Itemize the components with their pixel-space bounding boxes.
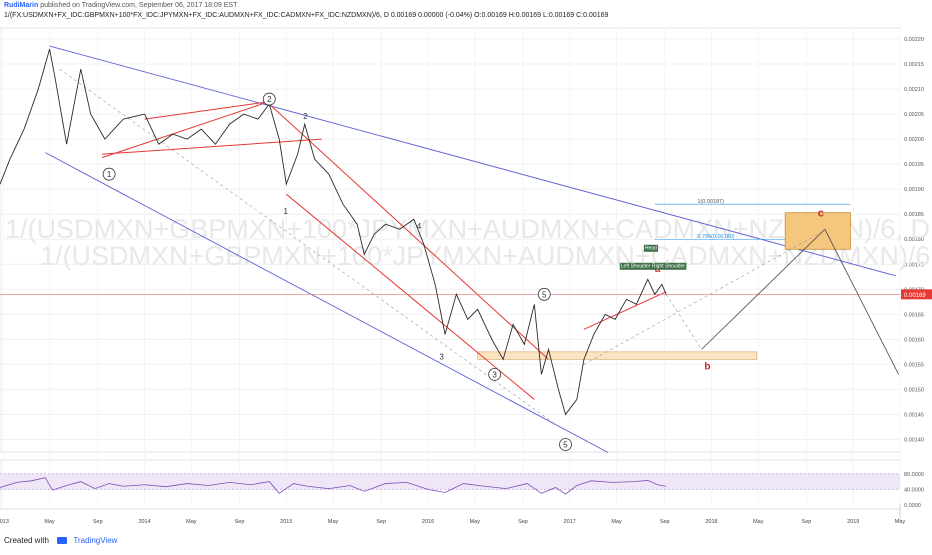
footer: Created with TradingView [4,536,117,545]
time-tick-label: Sep [93,519,103,525]
trend-line-1 [101,101,270,159]
wave-circle-label: 1 [107,170,112,179]
last-price-label: 0.00169 [904,293,926,299]
price-tick-label: 0.00205 [904,112,924,118]
projection-down-after-c [824,229,899,375]
time-tick-label: May [611,519,622,525]
publish-info: published on TradingView.com, September … [40,2,238,9]
wave-circle-marker [488,368,502,381]
wave-label: 1 [283,207,288,216]
price-tick-label: 0.00165 [904,312,924,318]
wave-circle-marker [262,92,276,106]
price-tick-label: 0.00195 [904,162,924,168]
time-tick-label: Sep [802,519,812,525]
wave-circle-label: 2 [267,95,272,104]
time-tick-label: Sep [376,519,386,525]
rsi-tick-label: 0.0000 [904,503,921,509]
channel-upper-line [49,45,896,277]
price-tick-label: 0.00145 [904,412,924,418]
wave-circle-label: 5 [563,440,568,449]
trend-line-3 [144,101,270,120]
trend-line-2 [102,138,322,155]
tradingview-logo-icon [57,537,68,545]
price-tick-label: 0.00220 [904,37,924,43]
target-zone-c [784,212,851,250]
rsi-band [0,473,900,490]
time-tick-label: 2016 [422,519,434,525]
tradingview-brand[interactable]: TradingView [73,536,118,545]
neckline-red [583,291,667,330]
watermark-line-2: 1/(USDMXN+GBPMXN+100*JPYMXN+AUDMXN+CADMX… [40,241,930,271]
channel-lower-line [45,152,609,453]
wave-circle-marker [559,438,572,451]
time-tick-label: May [186,519,197,525]
time-tick-label: 2019 [847,519,859,525]
wave-label: 2 [303,112,308,121]
wave-c-label: c [818,208,824,220]
wave-circle-label: 3 [492,370,497,379]
price-tick-label: 0.00210 [904,87,924,93]
publish-header: RudiMarin published on TradingView.com, … [4,2,237,9]
price-tick-label: 0.00140 [904,437,924,443]
wave-circle-label: 5 [542,290,547,299]
price-tick-label: 0.00200 [904,137,924,143]
last-price-badge [901,289,932,300]
rsi-tick-label: 40.0000 [904,487,924,493]
wave-circle-marker [537,287,551,301]
support-zone [477,351,758,360]
author-name[interactable]: RudiMarin [4,2,39,9]
price-series-line [0,48,667,416]
time-tick-label: May [328,519,339,525]
price-tick-label: 0.00185 [904,212,924,218]
time-tick-label: Sep [518,519,528,525]
time-tick-label: 2018 [705,519,717,525]
head-shoulders-tag [643,244,659,252]
time-tick-label: 2013 [0,519,9,525]
projection-dashed-long [583,233,818,365]
fib-level-786-label: 0.786(0.00180) [697,234,734,240]
wave-label: 3 [439,352,444,361]
channel-red-upper [268,103,549,360]
time-tick-label: May [44,519,55,525]
rsi-series-line [0,477,667,495]
head-shoulders-tag [650,262,687,270]
price-tick-label: 0.00155 [904,362,924,368]
price-tick-label: 0.00190 [904,187,924,193]
time-tick-label: 2014 [138,519,150,525]
head-shoulders-tag [619,262,652,270]
rsi-tick-label: 80.0000 [904,472,924,478]
price-tick-label: 0.00215 [904,62,924,68]
dashed-guide-line [59,68,563,430]
symbol-line: 1/(FX:USDMXN+FX_IDC:GBPMXN+100*FX_IDC:JP… [4,12,609,19]
price-tick-label: 0.00175 [904,262,924,268]
wave-label: 4 [417,222,422,231]
price-tick-label: 0.00180 [904,237,924,243]
fib-level-1-label: 1(0.00187) [697,199,724,205]
head-shoulders-label: Left Shoulder [621,263,651,269]
head-shoulders-label: Head [645,245,657,251]
time-tick-label: May [470,519,481,525]
price-tick-label: 0.00150 [904,387,924,393]
time-tick-label: 2015 [280,519,292,525]
projection-up-c [701,228,826,350]
time-tick-label: May [753,519,764,525]
projection-down-a [665,294,702,350]
price-pane [0,27,901,453]
wave-b-label: b [704,361,710,372]
created-with-label: Created with [4,536,49,545]
wave-circle-marker [102,167,116,181]
channel-red-lower [285,193,535,400]
time-tick-label: 2017 [564,519,576,525]
head-shoulders-label: Right Shoulder [652,263,685,269]
time-tick-label: May [895,519,906,525]
time-tick-label: Sep [660,519,670,525]
price-tick-label: 0.00160 [904,337,924,343]
time-tick-label: Sep [235,519,245,525]
